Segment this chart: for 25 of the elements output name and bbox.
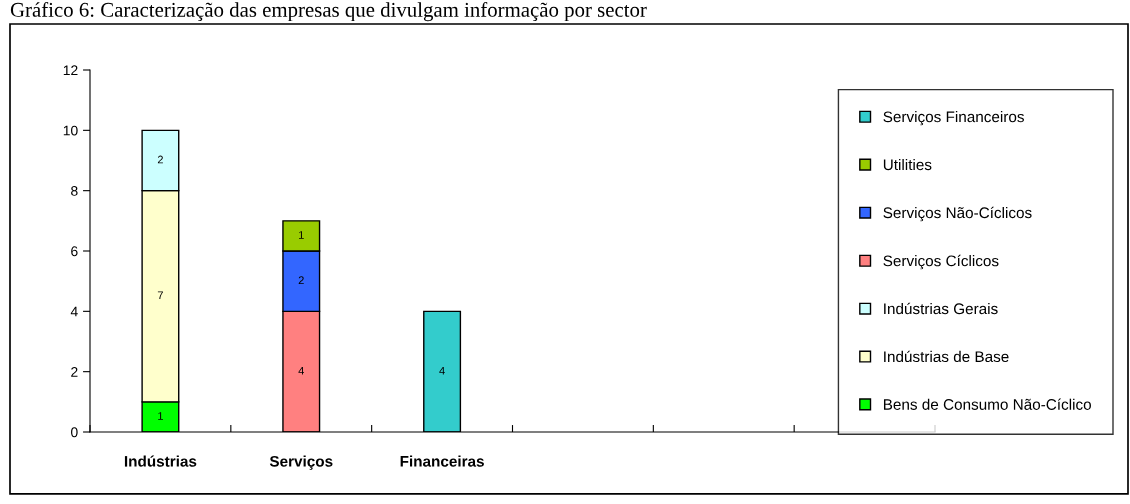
data-label: 4 — [439, 366, 445, 375]
data-label: 2 — [157, 155, 163, 164]
y-tick-label: 8 — [71, 186, 78, 196]
y-tick-label: 12 — [63, 65, 78, 76]
data-label: 1 — [299, 231, 304, 239]
data-label: 1 — [158, 412, 163, 420]
x-tick-label: Indústrias — [124, 455, 197, 467]
legend-label: Indústrias Gerais — [884, 302, 998, 315]
y-tick-label: 2 — [71, 367, 78, 377]
data-label: 4 — [298, 366, 305, 375]
legend-label: Utilities — [883, 158, 932, 171]
legend-label: Serviços Cíclicos — [883, 254, 999, 270]
x-tick-label: Serviços — [269, 455, 333, 470]
legend-label: Bens de Consumo Não-Cíclico — [883, 398, 1091, 410]
y-tick-label: 10 — [63, 125, 78, 136]
legend-label: Indústrias de Base — [884, 350, 1009, 363]
chart-title: Gráfico 6: Caracterização das empresas que divulgam informação por sector — [10, 2, 647, 22]
y-tick-label: 4 — [70, 306, 78, 317]
y-tick-label: 6 — [71, 246, 78, 257]
x-tick-label: Financeiras — [400, 455, 484, 467]
y-tick-label: 0 — [71, 427, 78, 438]
legend-label: Serviços Não-Cíclicos — [883, 206, 1032, 222]
data-label: 7 — [157, 291, 163, 300]
data-label: 2 — [298, 276, 304, 285]
legend-label: Serviços Financeiros — [883, 111, 1024, 126]
